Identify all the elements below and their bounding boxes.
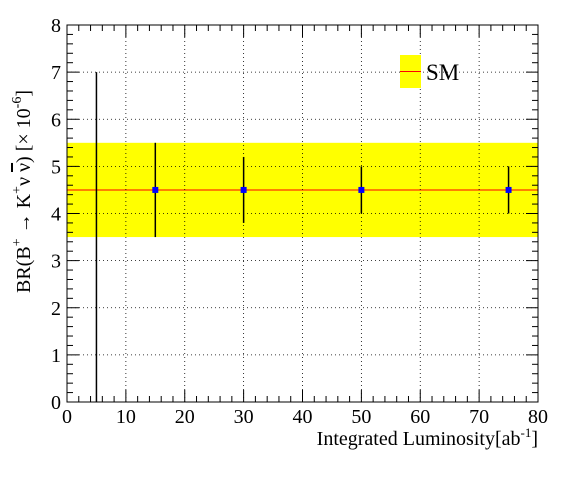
y-tick-label: 8 (51, 15, 61, 37)
x-tick-label: 70 (469, 406, 489, 428)
x-tick-label: 10 (116, 406, 136, 428)
y-tick-label: 0 (51, 392, 61, 414)
y-tick-label: 2 (51, 298, 61, 320)
x-tick-label: 40 (293, 406, 313, 428)
y-title-nubar: ν (13, 163, 35, 172)
y-tick-label: 5 (51, 156, 61, 178)
x-tick-label: 50 (351, 406, 371, 428)
legend: SM (400, 55, 459, 88)
x-axis-title-end: ] (531, 428, 538, 450)
x-tick-label: 20 (175, 406, 195, 428)
x-tick-label: 30 (234, 406, 254, 428)
x-tick-label: 60 (410, 406, 430, 428)
y-title-sup2: + (10, 186, 25, 194)
x-axis-title: Integrated Luminosity[ab-1] (317, 425, 538, 450)
y-tick-label: 1 (51, 345, 61, 367)
y-title-exp: -6 (10, 97, 25, 109)
x-axis-title-sup: -1 (520, 425, 531, 440)
y-tick-label: 3 (51, 251, 61, 273)
axis-ticks: 0 10 20 30 40 50 60 70 80 0 1 2 3 4 5 6 7 8 (51, 15, 548, 428)
y-title-arrow: → K (13, 193, 35, 238)
data-point (358, 186, 365, 193)
data-point (240, 186, 247, 193)
y-title-end: ] (13, 90, 35, 97)
x-axis-title-main: Integrated Luminosity[ab (317, 428, 521, 450)
legend-label-sm: SM (426, 60, 459, 85)
data-point (505, 186, 512, 193)
y-tick-label: 7 (51, 62, 61, 84)
x-tick-label: 80 (528, 406, 548, 428)
y-tick-label: 4 (51, 204, 61, 226)
y-title-sup1: + (10, 238, 25, 246)
y-axis-title: BR(B+ → K+ν ν) [× 10-6] (10, 90, 35, 293)
y-tick-label: 6 (51, 109, 61, 131)
data-point (152, 186, 159, 193)
y-title-prefix: BR(B (13, 246, 35, 293)
y-title-suffix: ) [× 10 (13, 108, 35, 163)
x-tick-label: 0 (62, 406, 72, 428)
y-title-nu: ν (13, 172, 35, 186)
data-points (95, 72, 512, 402)
